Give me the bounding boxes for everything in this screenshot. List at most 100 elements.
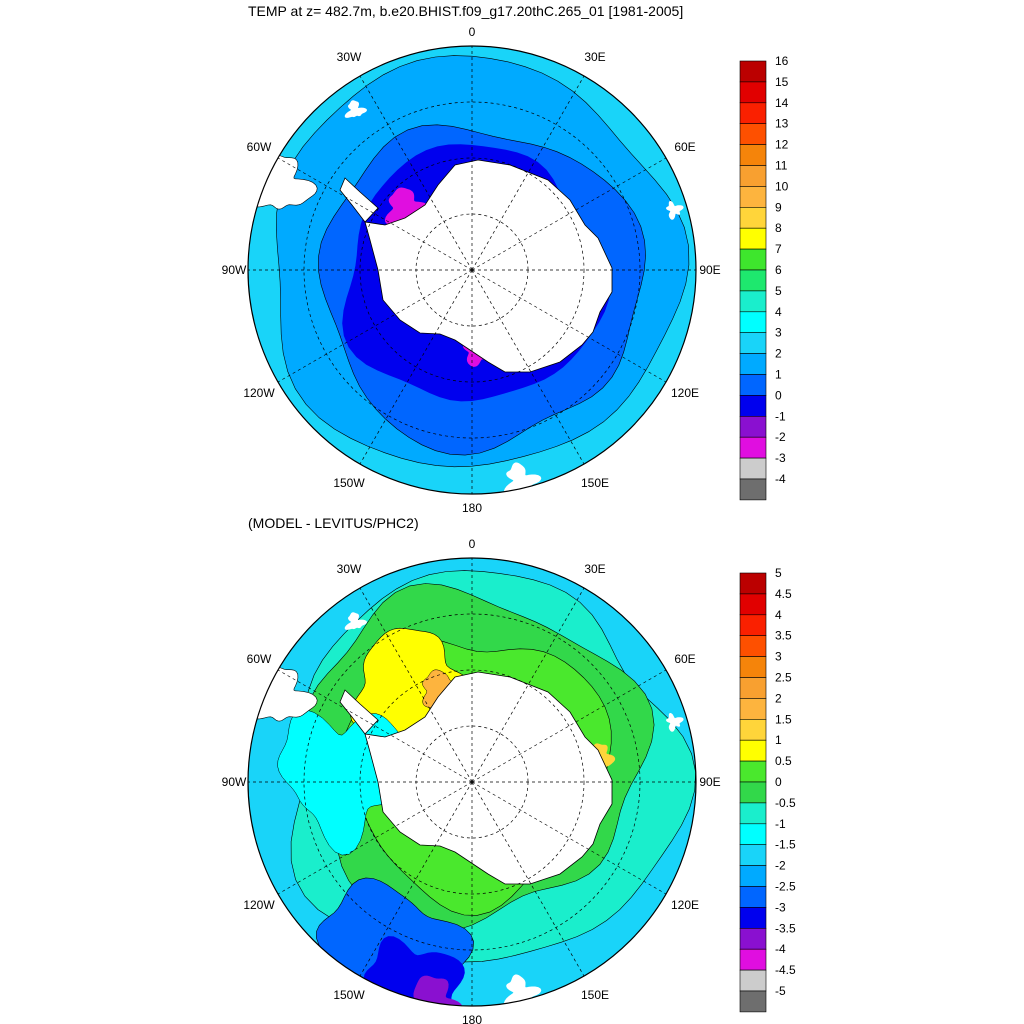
longitude-label: 120W (243, 386, 275, 400)
colorbar-swatch (739, 969, 767, 992)
colorbar-label: 12 (775, 138, 789, 152)
colorbar-label: 2 (775, 347, 782, 361)
colorbar-label: -2 (775, 859, 786, 873)
colorbar-swatch (739, 144, 767, 166)
map-fill-layer (248, 558, 696, 1006)
colorbar-label: 2 (775, 691, 782, 705)
island-landmass (666, 201, 684, 220)
colorbar-label: -5 (775, 984, 786, 998)
colorbar-label: 0 (775, 388, 782, 402)
longitude-line (277, 269, 473, 383)
colorbar-swatch (739, 990, 767, 1013)
colorbar-swatch (739, 478, 767, 501)
longitude-label: 0 (469, 537, 476, 551)
colorbar-swatch (739, 186, 767, 208)
colorbar-swatch (739, 719, 767, 741)
colorbar-label: 4 (775, 305, 782, 319)
antarctic-peninsula (339, 689, 379, 735)
colorbar-swatch (739, 844, 767, 866)
colorbar-swatch (739, 207, 767, 229)
colorbar-swatch (739, 353, 767, 375)
difference-map-panel: 0 30E 60E 90E 120E 150E 180 150W 120W 90W 60W 30W 5 4… (222, 537, 796, 1024)
colorbar-label: 5 (775, 284, 782, 298)
longitude-label: 180 (462, 1013, 482, 1024)
colorbar-swatch (739, 823, 767, 845)
colorbar-label: 1 (775, 368, 782, 382)
longitude-line (471, 781, 585, 977)
longitude-label: 150W (333, 988, 365, 1002)
colorbar-label: -2 (775, 430, 786, 444)
latitude-circle (359, 157, 585, 383)
colorbar-swatch (739, 269, 767, 292)
colorbar-label: 1 (775, 733, 782, 747)
colorbar-label: 7 (775, 242, 782, 256)
island-landmass (344, 100, 367, 118)
colorbar-swatch (739, 760, 767, 783)
colorbar-label: 3.5 (775, 629, 792, 643)
colorbar-swatch (739, 290, 767, 313)
longitude-line (471, 587, 585, 783)
colorbar-label: 16 (775, 54, 789, 68)
longitude-label: 30W (337, 562, 362, 576)
colorbar-label: 14 (775, 96, 789, 110)
colorbar-swatch (739, 677, 767, 699)
colorbar-label: 5 (775, 566, 782, 580)
colorbar-swatch (739, 81, 767, 104)
longitude-label: 30W (337, 50, 362, 64)
colorbar-swatch (739, 123, 767, 145)
colorbar-swatch (739, 656, 767, 678)
longitude-line (277, 781, 473, 895)
colorbar-swatch (739, 593, 767, 616)
longitude-label: 120E (671, 898, 699, 912)
longitude-label: 180 (462, 501, 482, 512)
longitude-line (471, 75, 585, 271)
colorbar-swatch (739, 614, 767, 637)
colorbar-label: 10 (775, 179, 789, 193)
island-landmass (344, 612, 367, 630)
colorbar-swatch (739, 457, 767, 480)
colorbar-swatch (739, 102, 767, 125)
colorbar-label: -4 (775, 942, 786, 956)
colorbar-swatch (739, 907, 767, 929)
colorbar-swatch (739, 948, 767, 971)
colorbar-label: -1.5 (775, 838, 796, 852)
longitude-line (359, 75, 473, 271)
colorbar-label: -0.5 (775, 796, 796, 810)
graticule (248, 558, 696, 1006)
longitude-line (471, 781, 667, 895)
colorbar-swatch (739, 698, 767, 720)
latitude-circle (359, 669, 585, 895)
longitude-label: 120W (243, 898, 275, 912)
longitude-label: 90E (699, 263, 720, 277)
colorbar-swatch (739, 165, 767, 187)
colorbar-swatch (739, 436, 767, 459)
longitude-label: 150W (333, 476, 365, 490)
longitude-line (471, 269, 667, 383)
map-boundary (247, 45, 697, 495)
longitude-label: 0 (469, 25, 476, 39)
colorbar-label: -1 (775, 409, 786, 423)
colorbar-label: 9 (775, 200, 782, 214)
longitude-label: 60W (247, 652, 272, 666)
colorbar-swatch (739, 415, 767, 438)
colorbar-swatch (739, 802, 767, 825)
colorbar-label: 4.5 (775, 587, 792, 601)
colorbar-swatch (739, 865, 767, 887)
longitude-line (471, 157, 667, 271)
colorbar-label: 15 (775, 75, 789, 89)
colorbar-label: 2.5 (775, 671, 792, 685)
longitude-line (471, 269, 585, 465)
colorbar-label: 6 (775, 263, 782, 277)
colorbar-label: 3 (775, 326, 782, 340)
colorbar-swatch (739, 886, 767, 908)
colorbar-swatch (739, 374, 767, 396)
longitude-label: 120E (671, 386, 699, 400)
ocean-missing-data-patch (503, 974, 542, 1006)
longitude-label: 90W (222, 775, 247, 789)
colorbar-label: -2.5 (775, 880, 796, 894)
colorbar-label: 8 (775, 221, 782, 235)
colorbar-label: 4 (775, 608, 782, 622)
colorbar-label: -1 (775, 817, 786, 831)
colorbar-label: 3 (775, 650, 782, 664)
